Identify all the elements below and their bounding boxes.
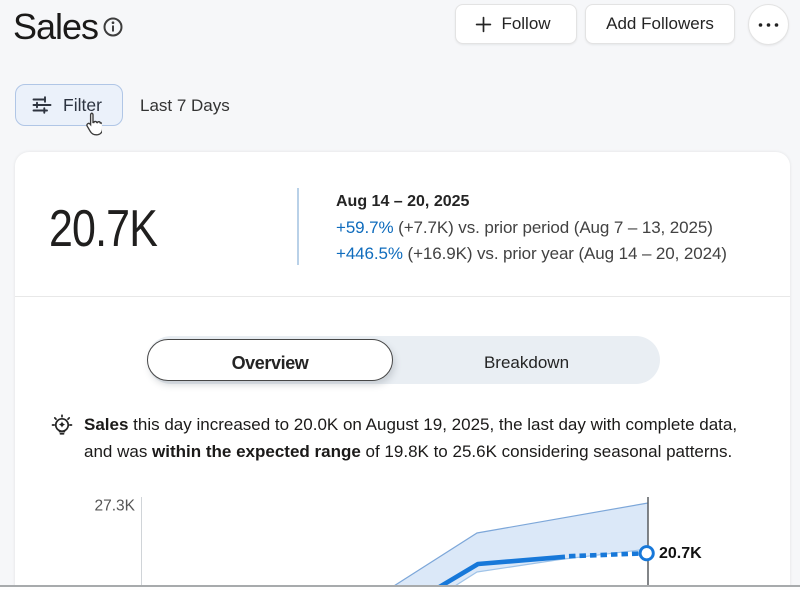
svg-text:27.3K: 27.3K: [94, 498, 135, 515]
svg-text:20.7K: 20.7K: [659, 545, 702, 562]
